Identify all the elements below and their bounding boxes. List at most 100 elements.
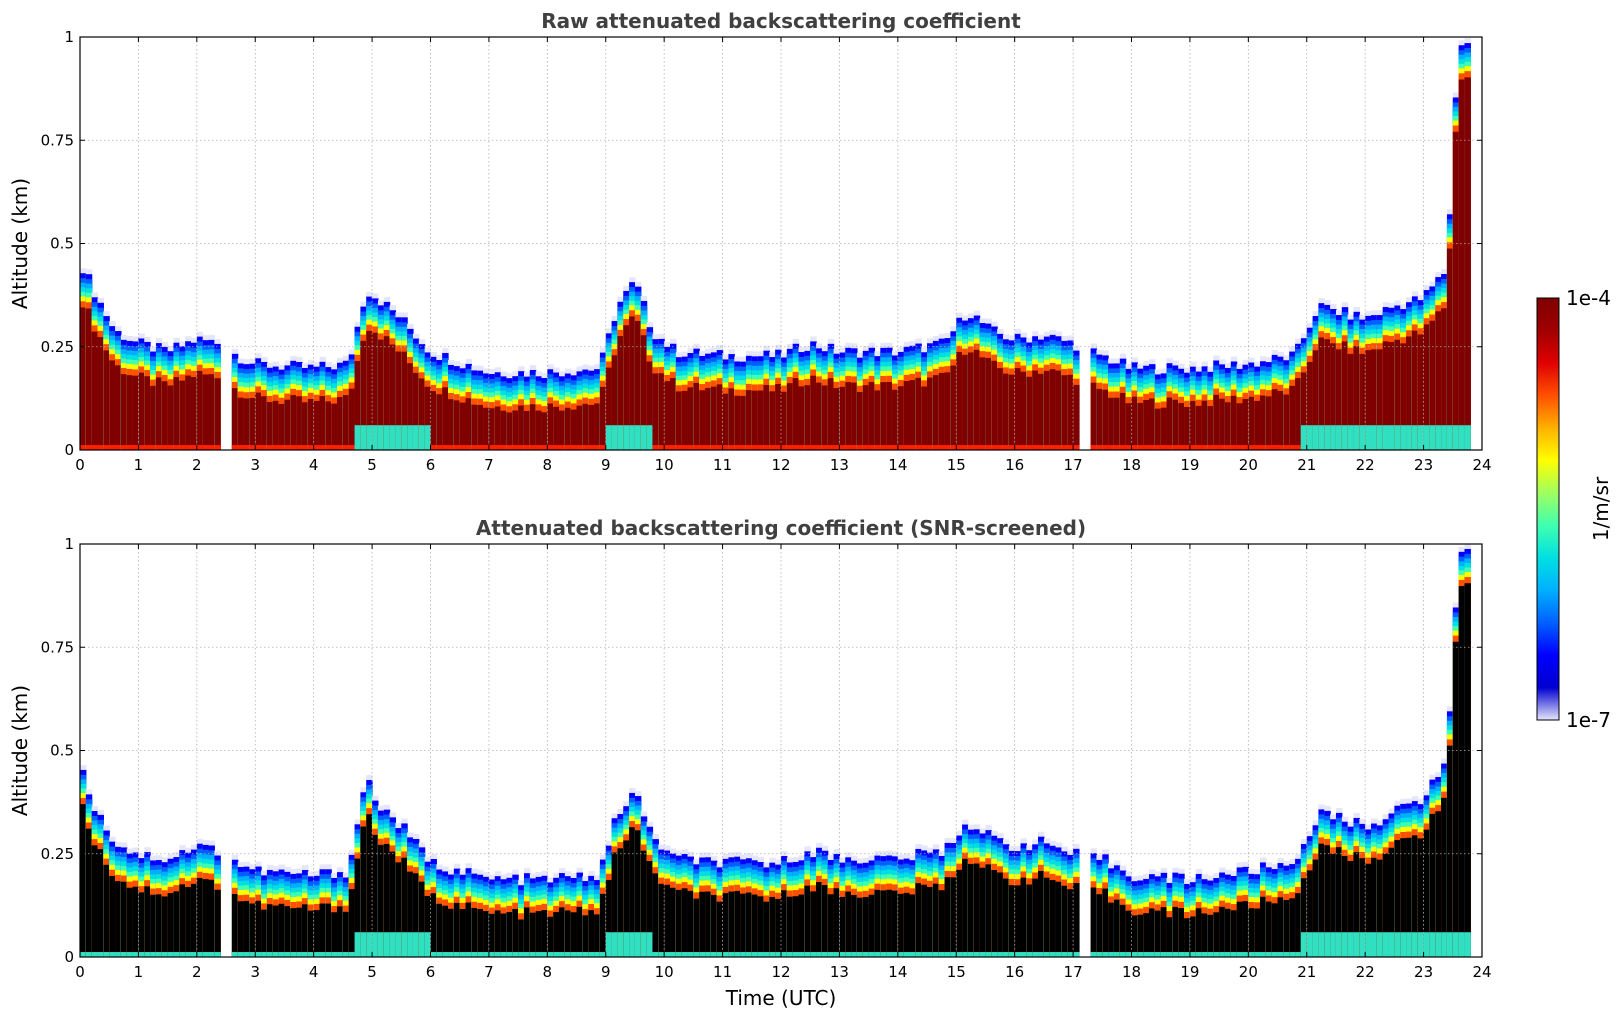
heatmap-cell (576, 952, 583, 957)
heatmap-cell (529, 952, 537, 957)
heatmap-cell (1224, 908, 1232, 957)
heatmap-cell (471, 404, 478, 450)
heatmap-cell (570, 952, 578, 957)
heatmap-cell (582, 915, 589, 957)
heatmap-cell (1347, 425, 1355, 450)
heatmap-cell (611, 355, 619, 450)
heatmap-cell (1248, 908, 1255, 957)
heatmap-cell (1335, 425, 1343, 450)
heatmap-cell (412, 932, 420, 957)
heatmap-cell (880, 445, 887, 450)
heatmap-cell (1213, 952, 1220, 957)
heatmap-cell (1400, 343, 1407, 450)
heatmap-cell (932, 883, 940, 957)
x-tick-label: 21 (1297, 963, 1316, 981)
heatmap-cell (202, 374, 210, 450)
heatmap-cell (1219, 445, 1226, 450)
heatmap-cell (1388, 342, 1395, 450)
heatmap-cell (1014, 368, 1022, 450)
heatmap-cell (827, 378, 835, 450)
heatmap-cell (740, 395, 747, 450)
y-tick-label: 0.75 (41, 638, 74, 656)
heatmap-cell (190, 952, 198, 957)
heatmap-cell (880, 890, 887, 957)
heatmap-cell (1230, 395, 1238, 450)
heatmap-cell (120, 445, 128, 450)
heatmap-cell (675, 889, 683, 957)
heatmap-cell (1113, 445, 1121, 450)
heatmap-cell (465, 952, 472, 957)
heatmap-cell (891, 952, 899, 957)
heatmap-cell (646, 361, 654, 450)
heatmap-cell (798, 386, 805, 450)
heatmap-cell (372, 332, 379, 450)
heatmap-cell (494, 952, 502, 957)
heatmap-cell (582, 445, 589, 450)
heatmap-cell (190, 883, 198, 957)
heatmap-cell (1038, 870, 1045, 957)
heatmap-cell (833, 388, 841, 450)
x-tick-label: 16 (1005, 456, 1024, 474)
heatmap-cell (1008, 952, 1016, 957)
heatmap-cell (541, 910, 548, 957)
heatmap-cell (313, 910, 321, 957)
heatmap-cell (272, 445, 280, 450)
heatmap-cell (699, 952, 706, 957)
heatmap-cell (284, 906, 291, 957)
heatmap-cell (1189, 916, 1197, 957)
heatmap-cell (541, 952, 548, 957)
heatmap-cell (243, 445, 251, 450)
heatmap-cell (1143, 400, 1150, 450)
heatmap-cell (296, 907, 303, 957)
heatmap-cell (512, 952, 519, 957)
heatmap-cell (1224, 445, 1232, 450)
heatmap-cell (681, 390, 689, 450)
heatmap-cell (699, 445, 706, 450)
heatmap-cell (1464, 932, 1471, 957)
heatmap-cell (938, 445, 946, 450)
heatmap-cell (722, 952, 730, 957)
heatmap-cell (418, 881, 426, 957)
heatmap-cell (1300, 932, 1308, 957)
heatmap-cell (1213, 394, 1220, 450)
heatmap-cell (407, 425, 414, 450)
heatmap-cell (325, 952, 332, 957)
heatmap-cell (1020, 877, 1027, 957)
heatmap-cell (880, 952, 887, 957)
heatmap-cell (1172, 399, 1179, 450)
heatmap-cell (173, 376, 180, 450)
heatmap-cell (237, 952, 245, 957)
heatmap-cell (1201, 400, 1209, 450)
heatmap-cell (307, 952, 315, 957)
heatmap-cell (272, 952, 280, 957)
heatmap-cell (588, 445, 595, 450)
heatmap-cell (389, 851, 397, 957)
heatmap-cell (354, 361, 361, 450)
heatmap-cell (956, 445, 963, 450)
x-tick-label: 20 (1239, 963, 1258, 981)
colorbar-max-label: 1e-4 (1566, 286, 1611, 310)
heatmap-cell (670, 445, 677, 450)
heatmap-cell (488, 408, 496, 450)
heatmap-cell (833, 952, 841, 957)
heatmap-cell (851, 894, 858, 957)
heatmap-cell (138, 952, 145, 957)
heatmap-cell (1049, 952, 1057, 957)
heatmap-cell (1038, 445, 1045, 450)
heatmap-cell (506, 445, 513, 450)
heatmap-cell (1417, 838, 1425, 957)
heatmap-cell (1441, 425, 1448, 450)
heatmap-cell (278, 952, 286, 957)
heatmap-cell (652, 873, 659, 957)
heatmap-cell (1032, 445, 1039, 450)
heatmap-cell (681, 952, 689, 957)
heatmap-cell (1382, 425, 1390, 450)
heatmap-cell (1090, 887, 1098, 957)
heatmap-cell (594, 952, 601, 957)
heatmap-cell (927, 952, 934, 957)
heatmap-cell (307, 910, 315, 957)
heatmap-cell (1108, 397, 1115, 450)
heatmap-cell (559, 907, 566, 957)
heatmap-cell (1002, 373, 1010, 450)
colorbar-gradient (1536, 297, 1560, 721)
